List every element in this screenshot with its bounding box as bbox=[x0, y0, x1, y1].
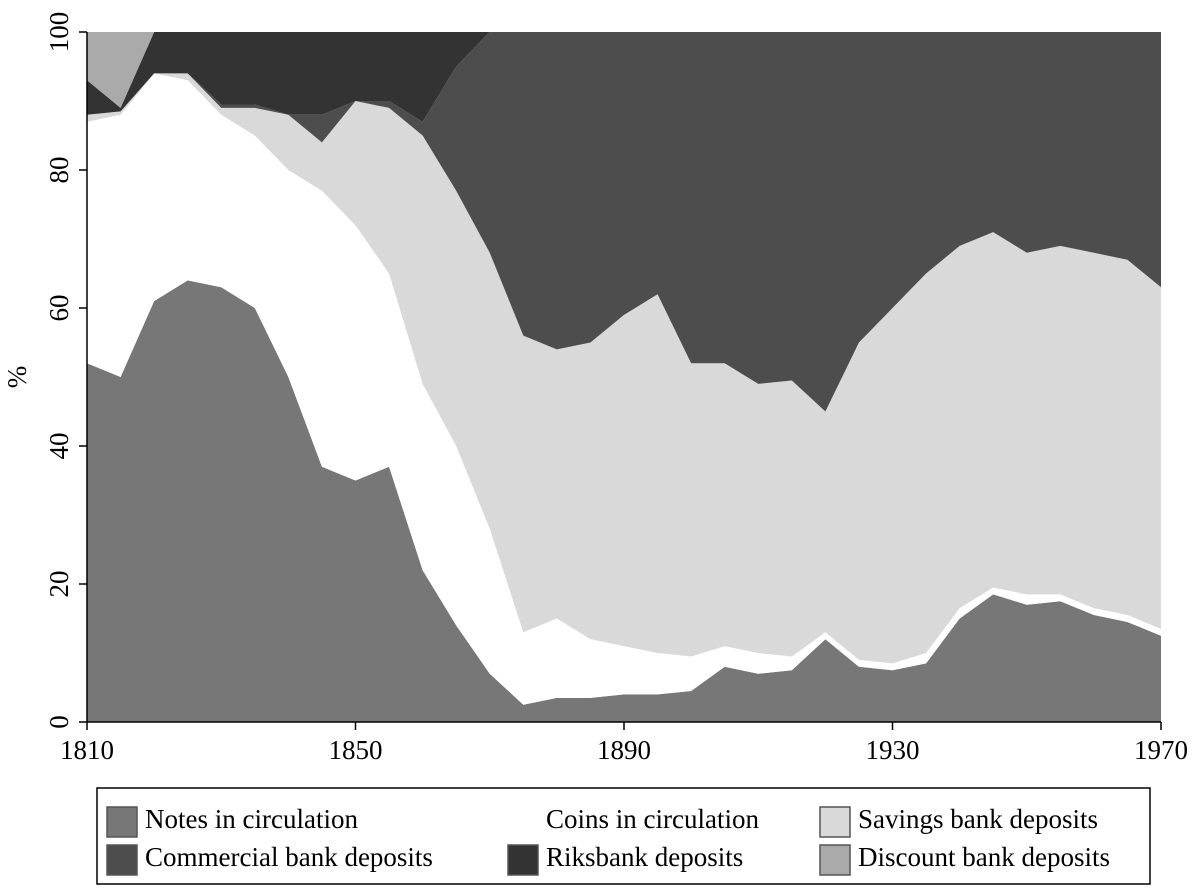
legend-label: Savings bank deposits bbox=[858, 804, 1098, 834]
y-tick-label: 60 bbox=[44, 295, 74, 322]
legend-swatch bbox=[819, 844, 851, 876]
x-tick-label: 1970 bbox=[1134, 735, 1188, 765]
y-axis-label: % bbox=[2, 366, 32, 389]
legend-label: Commercial bank deposits bbox=[145, 842, 433, 872]
area bbox=[87, 32, 1161, 412]
legend-label: Riksbank deposits bbox=[546, 842, 743, 872]
area bbox=[87, 280, 1161, 722]
legend-box bbox=[96, 787, 1151, 885]
x-tick-label: 1890 bbox=[597, 735, 651, 765]
y-tick-label: 20 bbox=[44, 571, 74, 598]
legend-label: Discount bank deposits bbox=[858, 842, 1110, 872]
legend-swatch bbox=[106, 844, 138, 876]
legend-swatch bbox=[819, 806, 851, 838]
y-tick-label: 0 bbox=[44, 715, 74, 729]
x-tick-label: 1850 bbox=[329, 735, 383, 765]
legend-label: Notes in circulation bbox=[145, 804, 358, 834]
area bbox=[87, 73, 1161, 705]
y-tick-label: 80 bbox=[44, 157, 74, 184]
x-tick-label: 1930 bbox=[866, 735, 920, 765]
legend-swatch bbox=[507, 844, 539, 876]
legend-label: Coins in circulation bbox=[546, 804, 759, 834]
legend-swatch bbox=[507, 806, 539, 838]
area bbox=[87, 73, 1161, 664]
y-tick-label: 100 bbox=[44, 12, 74, 53]
area bbox=[87, 32, 1161, 122]
x-tick-label: 1810 bbox=[60, 735, 114, 765]
legend-swatch bbox=[106, 806, 138, 838]
y-tick-label: 40 bbox=[44, 433, 74, 460]
